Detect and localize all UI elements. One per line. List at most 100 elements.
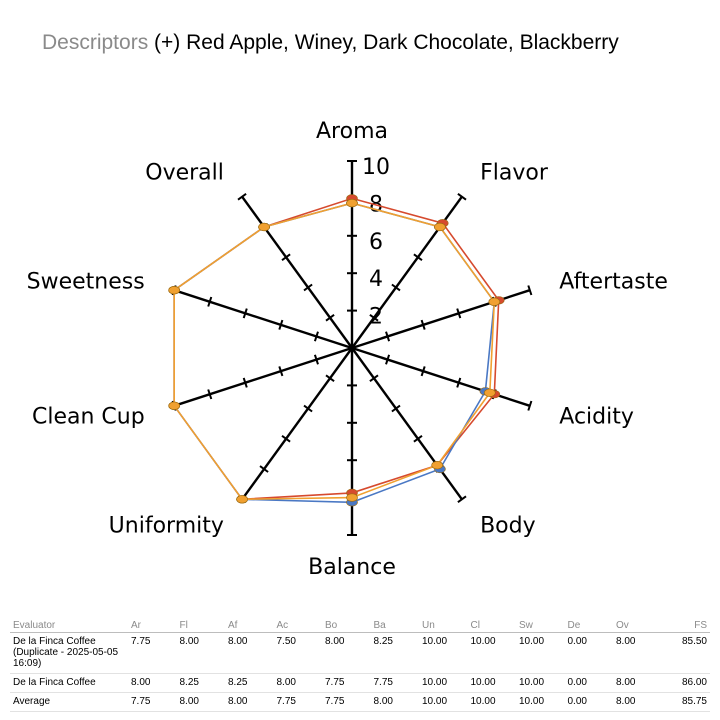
tick-label: 10 bbox=[362, 155, 390, 180]
axis-tick bbox=[313, 354, 319, 365]
score-cell: 8.00 bbox=[370, 692, 419, 712]
tick-label: 2 bbox=[369, 305, 383, 330]
score-cell: 86.00 bbox=[661, 673, 710, 693]
data-point bbox=[431, 461, 444, 470]
axis-label: Aroma bbox=[316, 119, 388, 144]
data-point bbox=[258, 222, 270, 232]
axis-tick bbox=[325, 374, 335, 383]
axis-label: Balance bbox=[308, 555, 396, 580]
scores-table: Evaluator Ar Fl Af Ac Bo Ba Un Cl Sw De Ov FS De la … bbox=[10, 618, 710, 712]
table-row: Average 7.75 8.00 8.00 7.75 7.75 8.00 10.00 10.0… bbox=[10, 692, 710, 712]
data-point bbox=[483, 388, 496, 397]
axis-label: Clean Cup bbox=[32, 404, 145, 429]
axis-line bbox=[351, 347, 463, 501]
score-cell: 8.00 bbox=[176, 692, 225, 712]
axis-tick bbox=[391, 404, 401, 413]
axis-tick bbox=[237, 192, 247, 201]
radar-chart: 246810AromaFlavorAftertasteAcidityBodyBa… bbox=[27, 119, 668, 580]
score-cell: 0.00 bbox=[564, 632, 613, 674]
score-cell: 10.00 bbox=[467, 632, 516, 674]
axis-line bbox=[241, 347, 353, 501]
score-cell: 85.50 bbox=[661, 632, 710, 674]
descriptors-value: (+) Red Apple, Winey, Dark Chocolate, Bl… bbox=[154, 31, 619, 54]
score-cell: 10.00 bbox=[516, 673, 565, 693]
axis-label: Overall bbox=[145, 161, 224, 186]
column-header: FS bbox=[661, 618, 710, 633]
score-cell: 8.00 bbox=[128, 673, 177, 693]
data-point bbox=[168, 401, 180, 410]
score-cell: 8.00 bbox=[225, 632, 274, 674]
descriptors-header: Descriptors (+) Red Apple, Winey, Dark C… bbox=[42, 31, 619, 55]
axis-tick bbox=[278, 319, 284, 330]
score-cell: 8.25 bbox=[176, 673, 225, 693]
data-point bbox=[488, 297, 501, 306]
data-point bbox=[346, 493, 358, 502]
evaluator-cell: Average bbox=[10, 692, 128, 712]
score-cell: 85.75 bbox=[661, 692, 710, 712]
score-cell: 10.00 bbox=[516, 692, 565, 712]
axis-tick bbox=[242, 377, 248, 388]
score-cell: 10.00 bbox=[467, 673, 516, 693]
score-cell: 8.00 bbox=[613, 673, 662, 693]
axis-label: Sweetness bbox=[27, 270, 145, 295]
axis-tick bbox=[303, 283, 313, 292]
column-header: Cl bbox=[467, 618, 516, 633]
column-header: Ac bbox=[273, 618, 322, 633]
axis-tick bbox=[207, 389, 213, 400]
table-row: De la Finca Coffee 8.00 8.25 8.25 8.00 7.75 7.… bbox=[10, 673, 710, 693]
table-header-row: Evaluator Ar Fl Af Ac Bo Ba Un Cl Sw De Ov FS bbox=[10, 618, 710, 633]
score-cell: 8.25 bbox=[370, 632, 419, 674]
axis-tick bbox=[413, 434, 423, 443]
descriptors-label: Descriptors bbox=[42, 31, 149, 54]
axis-tick bbox=[457, 192, 467, 201]
score-cell: 10.00 bbox=[467, 692, 516, 712]
axis-label: Aftertaste bbox=[559, 270, 668, 295]
score-cell: 8.00 bbox=[225, 692, 274, 712]
axis-line bbox=[241, 195, 353, 349]
axis-tick bbox=[413, 253, 423, 262]
axis-tick bbox=[385, 331, 391, 342]
column-header: Fl bbox=[176, 618, 225, 633]
axis-tick bbox=[385, 354, 391, 365]
axis-tick bbox=[457, 495, 467, 504]
axis-tick bbox=[278, 366, 284, 377]
data-point bbox=[346, 198, 358, 208]
axis-label: Acidity bbox=[559, 404, 634, 429]
evaluator-cell: De la Finca Coffee bbox=[10, 673, 128, 693]
column-header: Ov bbox=[613, 618, 662, 633]
table-row: De la Finca Coffee (Duplicate - 2025-05-… bbox=[10, 632, 710, 674]
axis-tick bbox=[325, 313, 335, 322]
axis-tick bbox=[313, 331, 319, 342]
axis-tick bbox=[207, 296, 213, 307]
series-line bbox=[173, 197, 500, 501]
axis-tick bbox=[369, 374, 379, 383]
axis-label: Uniformity bbox=[109, 513, 224, 538]
score-cell: 8.00 bbox=[176, 632, 225, 674]
axis-tick bbox=[391, 283, 401, 292]
axis-tick bbox=[281, 253, 291, 262]
axis-tick bbox=[281, 434, 291, 443]
tick-label: 6 bbox=[369, 230, 383, 255]
evaluator-cell: De la Finca Coffee (Duplicate - 2025-05-… bbox=[10, 632, 128, 674]
axis-tick bbox=[456, 308, 462, 319]
axis-line bbox=[351, 346, 531, 407]
axis-tick bbox=[420, 319, 426, 330]
score-cell: 8.25 bbox=[225, 673, 274, 693]
score-cell: 7.75 bbox=[273, 692, 322, 712]
score-cell: 0.00 bbox=[564, 673, 613, 693]
score-cell: 0.00 bbox=[564, 692, 613, 712]
score-cell: 10.00 bbox=[419, 673, 468, 693]
score-cell: 7.75 bbox=[128, 692, 177, 712]
axis-label: Flavor bbox=[480, 161, 549, 186]
tick-label: 4 bbox=[369, 267, 383, 292]
column-header: Ar bbox=[128, 618, 177, 633]
score-cell: 8.00 bbox=[322, 632, 371, 674]
axis-line bbox=[173, 289, 353, 350]
column-header: Sw bbox=[516, 618, 565, 633]
axis-tick bbox=[242, 308, 248, 319]
axis-tick bbox=[303, 404, 313, 413]
axis-tick bbox=[420, 366, 426, 377]
column-header: Af bbox=[225, 618, 274, 633]
score-cell: 10.00 bbox=[419, 632, 468, 674]
score-cell: 8.00 bbox=[613, 692, 662, 712]
